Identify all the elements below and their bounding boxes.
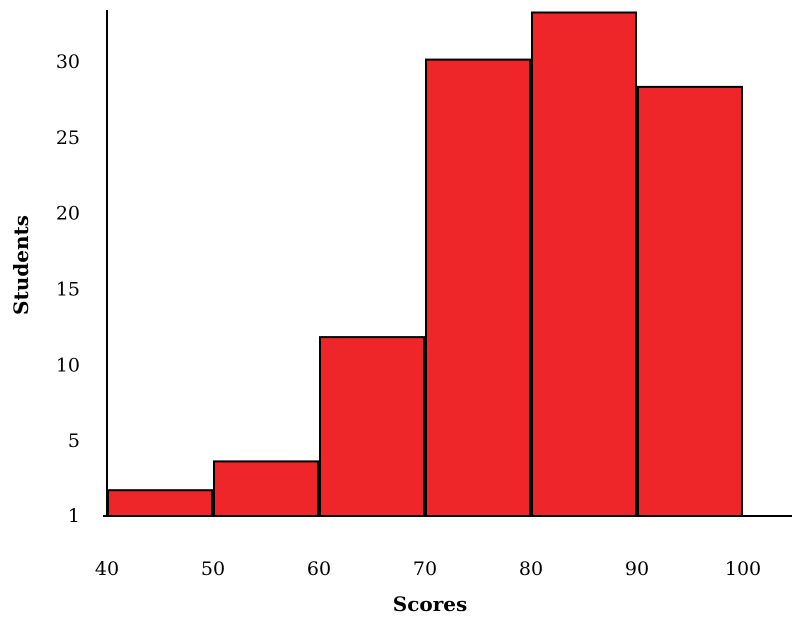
x-tick-label: 90 (625, 558, 649, 580)
y-tick-label: 25 (56, 127, 80, 149)
y-axis-title: Students (9, 215, 33, 315)
bar-50-60 (213, 460, 319, 517)
y-tick-label: 30 (56, 51, 80, 73)
x-tick-label: 60 (307, 558, 331, 580)
x-axis-title: Scores (393, 592, 467, 616)
y-tick-label: 15 (56, 279, 80, 301)
x-tick-labels: 40 50 60 70 80 90 100 (95, 558, 761, 580)
bar-90-100 (637, 85, 743, 518)
bar-70-80 (425, 58, 531, 517)
x-tick-label: 100 (725, 558, 761, 580)
x-tick-label: 50 (201, 558, 225, 580)
y-tick-label: 10 (56, 354, 80, 376)
y-tick-label: 1 (68, 505, 80, 527)
x-tick-label: 70 (413, 558, 437, 580)
bar-80-90 (531, 11, 637, 517)
x-tick-label: 40 (95, 558, 119, 580)
bar-40-50 (107, 489, 213, 518)
x-tick-label: 80 (519, 558, 543, 580)
bars-group (107, 11, 743, 518)
y-tick-label: 5 (68, 430, 80, 452)
bar-60-70 (319, 336, 425, 517)
y-tick-label: 20 (56, 203, 80, 225)
